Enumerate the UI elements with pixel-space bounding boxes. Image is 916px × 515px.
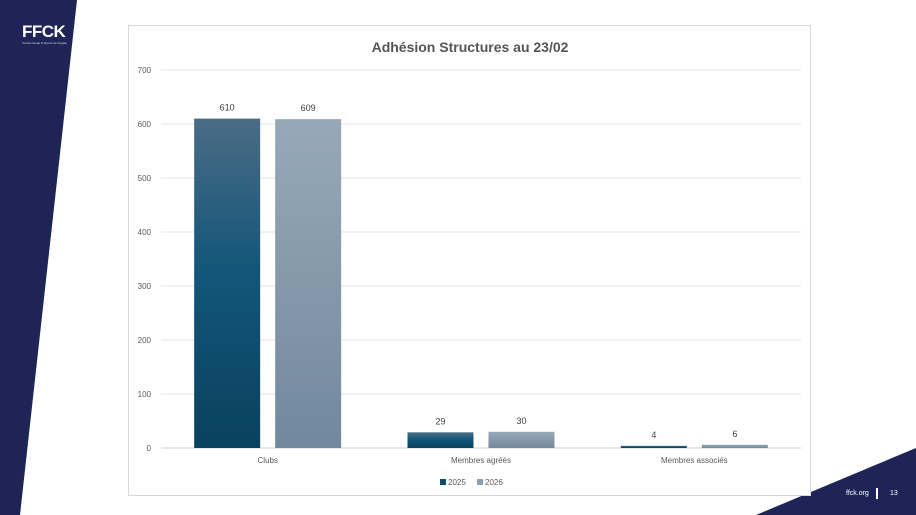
x-tick-label: Clubs xyxy=(257,456,277,465)
bar-chart: Adhésion Structures au 23/02 0 100 200 300 4… xyxy=(138,39,801,487)
data-label: 30 xyxy=(516,416,526,426)
data-label: 610 xyxy=(220,103,235,113)
chart-frame: Adhésion Structures au 23/02 0 100 200 300 4… xyxy=(128,25,811,496)
footer-separator xyxy=(876,488,878,499)
gridlines xyxy=(161,69,801,449)
legend-swatch-2025 xyxy=(440,479,446,485)
legend: 2025 2026 xyxy=(440,478,503,487)
data-label: 6 xyxy=(732,429,737,439)
bar-2025-1 xyxy=(407,432,474,448)
y-tick-label: 400 xyxy=(138,228,152,237)
data-label: 4 xyxy=(651,430,656,440)
footer-site-link[interactable]: ffck.org xyxy=(846,490,869,497)
bar-2026-0 xyxy=(275,119,342,448)
bar-2026-1 xyxy=(488,431,555,448)
data-label: 29 xyxy=(435,416,445,426)
y-tick-label: 600 xyxy=(138,120,152,129)
bars xyxy=(194,118,768,448)
legend-swatch-2026 xyxy=(477,479,483,485)
data-labels: 610 609 29 30 4 6 xyxy=(220,103,738,440)
y-tick-label: 700 xyxy=(138,66,152,75)
y-tick-label: 0 xyxy=(147,444,152,453)
x-axis-ticks: Clubs Membres agréés Membres associés xyxy=(257,456,727,465)
x-tick-label: Membres agréés xyxy=(451,456,511,465)
bar-2026-2 xyxy=(701,444,768,448)
left-navy-band xyxy=(0,0,77,515)
chart-title: Adhésion Structures au 23/02 xyxy=(372,39,569,55)
y-tick-label: 500 xyxy=(138,174,152,183)
y-tick-label: 200 xyxy=(138,336,152,345)
y-axis-ticks: 0 100 200 300 400 500 600 700 xyxy=(138,66,152,453)
legend-label: 2026 xyxy=(485,478,503,487)
bar-2025-0 xyxy=(194,118,261,448)
data-label: 609 xyxy=(301,103,316,113)
legend-label: 2025 xyxy=(448,478,466,487)
ffck-tagline: Canoë Kayak & Sports de Pagaie xyxy=(22,41,67,45)
ffck-logo: FFCK xyxy=(22,22,66,41)
y-tick-label: 100 xyxy=(138,390,152,399)
y-tick-label: 300 xyxy=(138,282,152,291)
page-number: 13 xyxy=(890,490,898,497)
x-tick-label: Membres associés xyxy=(661,456,728,465)
bar-2025-2 xyxy=(620,445,687,448)
